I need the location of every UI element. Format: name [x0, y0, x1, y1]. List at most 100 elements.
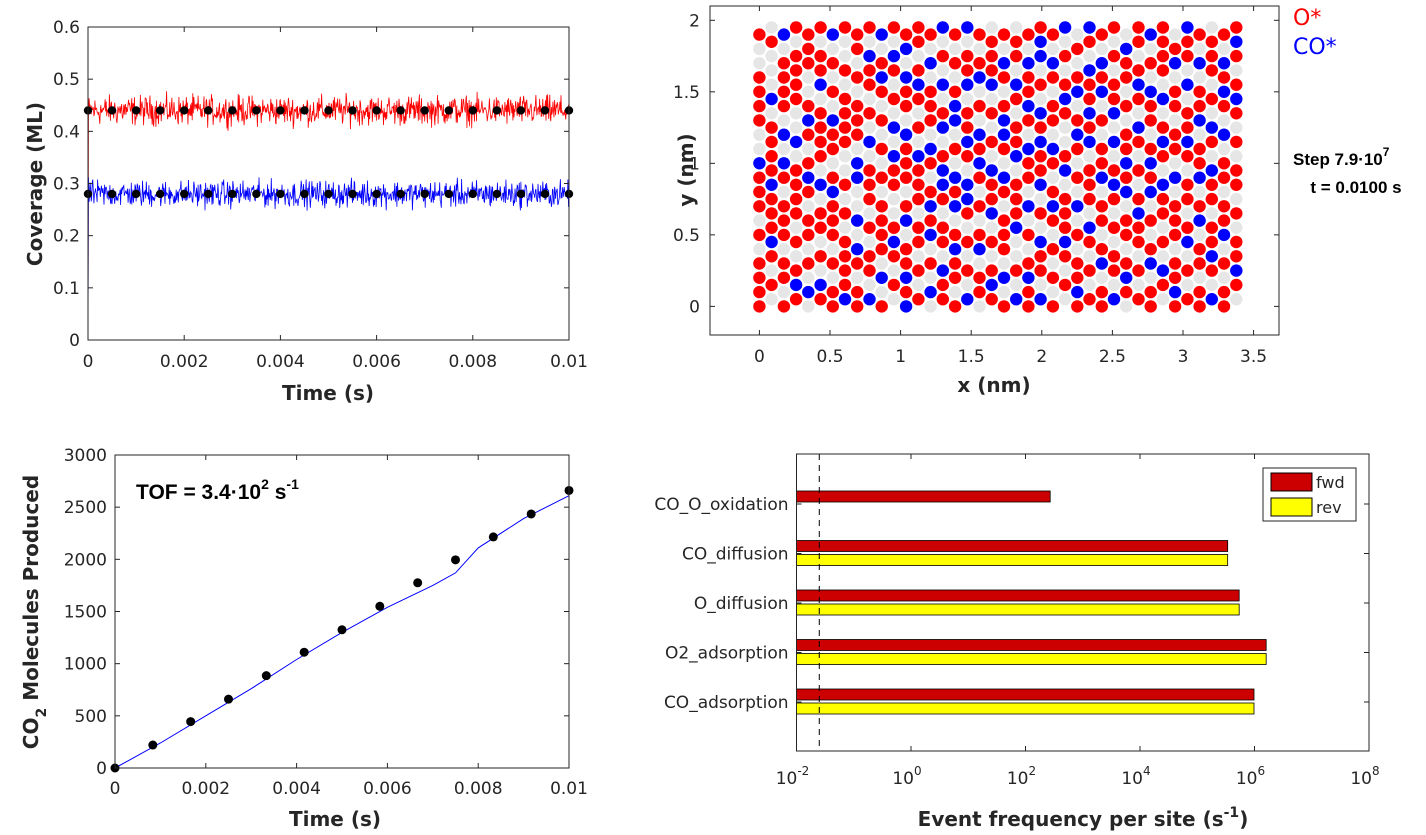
lattice-site-co [1022, 99, 1035, 113]
lattice-site-co [851, 214, 864, 227]
lattice-site-o [1095, 71, 1109, 84]
lattice-site-o [936, 235, 949, 249]
lattice-site-o [765, 207, 778, 220]
lattice-site-o [1156, 21, 1170, 34]
lattice-site-o [1120, 57, 1133, 70]
lattice-site-empty [887, 192, 901, 206]
lattice-site-o [948, 300, 962, 313]
lattice-site-o [863, 264, 876, 277]
lattice-site-empty [985, 21, 998, 34]
coverage-ytick-label: 0.2 [53, 227, 80, 247]
lattice-site-o [1230, 49, 1243, 63]
lattice-site-o [924, 99, 937, 113]
lattice-site-o [1144, 214, 1157, 227]
lattice-site-empty [961, 221, 974, 234]
coverage-marker [444, 189, 453, 199]
lattice-site-o [814, 250, 827, 263]
lattice-site-empty [1181, 250, 1194, 263]
lattice-site-o [753, 28, 766, 41]
lattice-site-empty [1132, 107, 1145, 120]
lattice-site-o [1010, 35, 1023, 48]
lattice-site-o [1046, 157, 1060, 170]
lattice-site-co [985, 207, 998, 220]
lattice-site-co [961, 293, 974, 306]
lattice-site-o [1168, 128, 1182, 141]
lattice-site-o [789, 192, 803, 206]
lattice-site-o [802, 128, 815, 141]
lattice-site-empty [863, 35, 876, 48]
lattice-site-o [789, 235, 803, 249]
lattice-site-co [1132, 207, 1145, 220]
lattice-xtick-label: 2.5 [1099, 347, 1126, 367]
lattice-site-co [777, 157, 791, 170]
lattice-site-co [1095, 57, 1109, 70]
lattice-site-empty [838, 49, 852, 63]
coverage-marker [204, 189, 213, 199]
tof-annotation: TOF = 3.4·102 s-1 [136, 476, 299, 504]
lattice-site-o [838, 121, 852, 134]
lattice-site-empty [1168, 185, 1182, 199]
lattice-xticks: 0 0.5 1 1.5 2 2.5 3 3.5 [754, 6, 1267, 367]
lattice-site-o [912, 235, 925, 249]
lattice-ytick-label: 0.5 [673, 226, 700, 246]
lattice-site-empty [1205, 107, 1219, 120]
legend-fwd-label: fwd [1316, 473, 1345, 492]
co2-xtick-label: 0.004 [272, 779, 321, 799]
lattice-site-co [1217, 85, 1231, 99]
lattice-site-o [1217, 285, 1231, 299]
lattice-site-o [887, 92, 901, 106]
lattice-site-empty [753, 142, 766, 156]
co2-marker [186, 717, 196, 727]
lattice-site-o [985, 235, 998, 249]
lattice-site-o [875, 85, 888, 99]
lattice-site-empty [924, 42, 937, 56]
co2-xtick-label: 0 [110, 779, 121, 799]
lattice-site-o [789, 178, 803, 191]
co2-ytick-label: 0 [96, 759, 107, 779]
bar-CO_diffusion-rev [796, 554, 1229, 566]
lattice-site-co [899, 300, 913, 313]
lattice-site-co [936, 21, 949, 34]
lattice-site-empty [777, 185, 791, 199]
lattice-site-o [777, 228, 791, 242]
lattice-site-co [1193, 171, 1206, 184]
lattice-site-co [936, 78, 949, 91]
lattice-site-o [1071, 228, 1084, 242]
lattice-site-o [863, 107, 876, 120]
lattice-site-empty [887, 293, 901, 306]
lattice-site-empty [765, 78, 778, 91]
lattice-site-empty [875, 42, 888, 56]
lattice-site-o [1107, 264, 1121, 277]
lattice-site-empty [1095, 271, 1109, 284]
lattice-site-empty [826, 42, 839, 56]
lattice-site-o [912, 293, 925, 306]
lattice-site-co [851, 171, 864, 184]
lattice-site-o [826, 200, 839, 213]
lattice-site-co [1144, 28, 1157, 41]
lattice-site-o [789, 49, 803, 63]
lattice-site-o [814, 207, 827, 220]
lattice-site-o [924, 85, 937, 99]
lattice-site-o [789, 21, 803, 34]
lattice-site-empty [924, 171, 937, 184]
lattice-site-o [1034, 121, 1047, 134]
event-category-label: CO_diffusion [682, 545, 789, 565]
lattice-site-o [961, 150, 974, 163]
lattice-xlabel: x (nm) [957, 373, 1030, 397]
lattice-site-empty [814, 192, 827, 206]
lattice-site-o [875, 228, 888, 242]
lattice-site-empty [851, 228, 864, 242]
lattice-site-co [1083, 107, 1096, 120]
lattice-site-co [1120, 271, 1133, 284]
co2-xtick-label: 0.008 [454, 779, 503, 799]
coverage-marker [276, 106, 285, 115]
lattice-site-co [1156, 92, 1170, 106]
lattice-site-empty [802, 142, 815, 156]
co2-xtick-label: 0.006 [363, 779, 412, 799]
lattice-site-empty [789, 107, 803, 120]
coverage-marker [228, 106, 237, 115]
lattice-site-o [1181, 192, 1194, 206]
lattice-site-o [1034, 21, 1047, 34]
lattice-site-co [936, 164, 949, 177]
lattice-site-co [851, 243, 864, 256]
